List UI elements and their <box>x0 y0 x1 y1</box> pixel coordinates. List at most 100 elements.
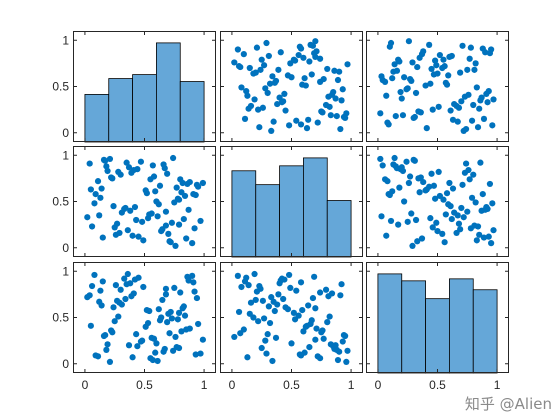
point-r1-c2-8 <box>403 158 410 165</box>
point-r1-c0-69 <box>98 185 105 192</box>
point-r1-c2-16 <box>377 155 384 163</box>
point-r2-c0-1 <box>191 288 198 295</box>
point-r1-c2-58 <box>412 216 420 224</box>
point-r2-c0-49 <box>158 314 165 321</box>
point-r0-c1-84 <box>244 92 251 99</box>
point-r2-c0-4 <box>166 330 173 337</box>
point-r2-c1-63 <box>272 334 280 341</box>
point-r2-c0-89 <box>175 344 183 352</box>
point-r1-c0-70 <box>154 213 161 220</box>
point-r1-c0-64 <box>193 181 201 188</box>
point-r1-c0-79 <box>159 226 166 233</box>
point-r2-c0-63 <box>148 334 155 341</box>
point-r2-c0-79 <box>159 296 166 304</box>
point-r1-c0-14 <box>172 242 179 249</box>
point-r0-c1-43 <box>306 58 313 65</box>
point-r2-c0-65 <box>111 318 118 325</box>
point-r0-c2-49 <box>434 70 441 77</box>
point-r0-c1-52 <box>344 61 351 68</box>
point-r1-c0-83 <box>179 179 186 187</box>
point-r2-c0-40 <box>88 282 96 290</box>
ytick-label-r1-1: 0.5 <box>52 195 69 209</box>
point-r0-c2-42 <box>458 98 465 105</box>
point-r1-c2-23 <box>406 173 414 180</box>
point-r1-c0-52 <box>170 154 177 162</box>
point-r0-c2-78 <box>415 108 422 115</box>
point-r0-c1-14 <box>231 59 238 66</box>
point-r2-c0-82 <box>144 319 152 327</box>
point-r2-c1-31 <box>314 353 321 360</box>
point-r1-c2-33 <box>465 166 472 174</box>
point-r1-c0-82 <box>144 215 152 222</box>
hist-bar-Var1-bin1 <box>108 78 133 143</box>
point-r1-c0-30 <box>140 237 147 244</box>
point-r2-c0-32 <box>168 315 176 322</box>
point-r0-c2-76 <box>389 75 396 82</box>
point-r1-c2-72 <box>432 195 439 202</box>
point-r1-c2-79 <box>457 226 464 233</box>
point-r0-c2-60 <box>385 121 392 128</box>
point-r2-c0-14 <box>172 333 179 341</box>
point-r2-c1-25 <box>307 320 314 328</box>
point-r2-c1-85 <box>297 279 305 286</box>
point-r2-c0-25 <box>195 320 202 328</box>
point-r0-c1-60 <box>297 121 305 128</box>
point-r1-c2-64 <box>459 181 466 188</box>
point-r0-c1-11 <box>263 39 270 47</box>
point-r1-c2-19 <box>451 209 458 216</box>
point-r0-c1-40 <box>256 124 263 131</box>
point-r1-c2-42 <box>458 204 465 212</box>
point-r0-c2-0 <box>423 125 430 132</box>
point-r1-c2-70 <box>378 213 385 220</box>
point-r2-c1-34 <box>288 340 295 347</box>
point-r2-c1-88 <box>326 313 333 320</box>
hist-bar-Var3-bin2 <box>425 298 450 374</box>
point-r2-c1-36 <box>311 273 318 280</box>
point-r2-c1-43 <box>306 344 313 351</box>
point-r1-c0-8 <box>137 158 145 165</box>
point-r0-c1-48 <box>293 117 300 124</box>
point-r0-c2-65 <box>429 106 436 113</box>
point-r1-c2-62 <box>477 159 484 166</box>
point-r1-c0-43 <box>173 184 180 191</box>
hist-bar-Var3-bin3 <box>449 278 474 374</box>
point-r2-c0-16 <box>106 358 114 365</box>
point-r2-c0-76 <box>152 349 159 356</box>
point-r0-c1-50 <box>312 38 319 45</box>
point-r0-c2-85 <box>479 45 486 52</box>
point-r2-c0-55 <box>189 272 196 279</box>
panel-bg-r2-c1 <box>220 262 363 373</box>
point-r2-c1-80 <box>332 342 339 349</box>
point-r0-c2-41 <box>428 65 435 73</box>
point-r1-c0-51 <box>127 207 134 214</box>
point-r1-c0-16 <box>106 155 114 163</box>
point-r1-c2-61 <box>439 230 446 237</box>
point-r0-c2-14 <box>409 59 416 66</box>
point-r1-c2-59 <box>466 176 473 183</box>
point-r2-c1-75 <box>235 308 243 316</box>
point-r0-c1-68 <box>240 51 247 58</box>
point-r1-c0-56 <box>104 167 111 175</box>
point-r1-c0-68 <box>183 235 190 242</box>
point-r1-c2-15 <box>443 190 451 197</box>
point-r0-c2-75 <box>441 63 448 70</box>
point-r1-c2-81 <box>472 199 479 206</box>
point-r0-c2-48 <box>468 117 476 124</box>
point-r1-c0-66 <box>161 165 168 172</box>
point-r0-c1-81 <box>287 60 294 67</box>
point-r2-c1-69 <box>305 302 312 309</box>
point-r2-c0-9 <box>112 282 119 289</box>
point-r0-c1-82 <box>266 80 274 87</box>
point-r0-c1-87 <box>275 66 282 73</box>
point-r0-c2-38 <box>442 79 449 86</box>
point-r2-c1-74 <box>337 292 344 299</box>
point-r0-c2-33 <box>465 91 472 98</box>
point-r0-c2-26 <box>490 96 497 103</box>
point-r1-c2-65 <box>429 224 436 231</box>
point-r0-c1-58 <box>264 89 271 97</box>
point-r2-c0-56 <box>104 341 111 348</box>
point-r2-c1-35 <box>247 299 255 306</box>
hist-bar-Var1-bin0 <box>84 94 110 143</box>
point-r0-c2-83 <box>446 53 453 61</box>
point-r0-c2-25 <box>426 41 433 48</box>
